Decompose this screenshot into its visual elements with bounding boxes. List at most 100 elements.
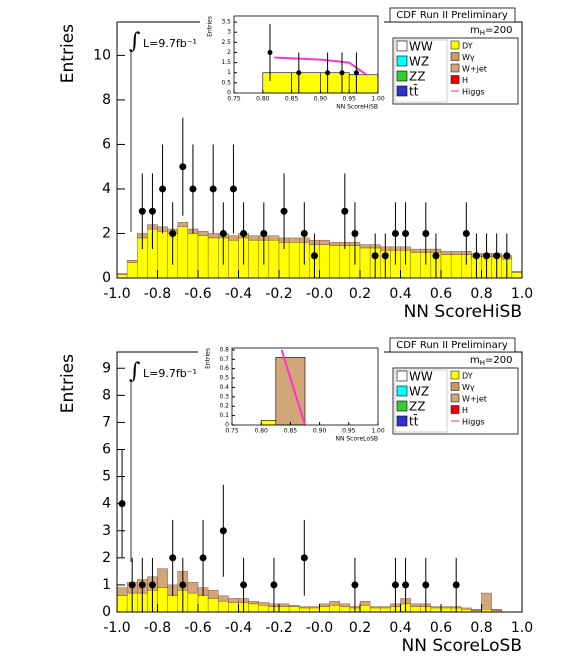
legend-label: W+jet	[462, 65, 487, 74]
x-tick-label: -0.4	[225, 620, 252, 636]
data-point	[209, 185, 217, 193]
data-point	[402, 581, 410, 589]
data-point	[169, 229, 177, 237]
legend-swatch	[450, 63, 460, 73]
y-axis-label: Entries	[58, 24, 78, 83]
mass-label-part: =200	[485, 25, 512, 36]
legend-swatch	[396, 40, 408, 52]
histogram-bar	[440, 607, 452, 613]
histogram-bar	[228, 598, 239, 603]
data-point	[339, 70, 345, 76]
mass-label-part: H	[480, 359, 485, 367]
title-box	[389, 7, 516, 23]
inset-signal-line	[280, 349, 306, 426]
data-point	[462, 229, 470, 237]
y-tick-label: 2	[227, 49, 231, 56]
x-axis-label: NN ScoreLoSB	[402, 636, 522, 656]
inset-frame	[231, 347, 379, 426]
histogram-bar	[410, 252, 421, 279]
data-point	[240, 229, 248, 237]
data-point	[159, 185, 167, 193]
inset-frame	[233, 15, 379, 94]
y-tick-label: 10	[93, 47, 111, 63]
y-tick-label: 0.2	[219, 403, 229, 410]
histogram-bar	[471, 609, 482, 611]
legend-label: Higgs	[462, 418, 485, 427]
data-point	[179, 581, 187, 589]
y-tick-label: 0.5	[219, 375, 229, 382]
data-point	[300, 554, 308, 562]
x-tick-label: 0.95	[343, 96, 357, 103]
x-tick-label: -1.0	[103, 286, 130, 302]
integral-sign: ∫	[129, 359, 141, 384]
histogram-bar	[177, 222, 189, 227]
inset-bar	[320, 72, 350, 94]
histogram-bar	[440, 251, 452, 255]
title: CDF Run II Preliminary	[396, 10, 508, 21]
title: CDF Run II Preliminary	[396, 340, 508, 351]
histogram-bar	[461, 607, 472, 610]
histogram-bar	[207, 590, 219, 599]
y-tick-label: 3	[102, 523, 111, 539]
y-tick-label: 9	[102, 360, 111, 376]
histogram-bar	[329, 242, 340, 246]
x-tick-label: 0.95	[342, 428, 356, 435]
data-point	[422, 581, 430, 589]
histogram-bar	[157, 231, 168, 279]
legend-swatch	[450, 75, 460, 84]
y-tick-label: 0.4	[219, 384, 229, 391]
data-point	[402, 229, 410, 237]
y-tick-label: 0.1	[219, 412, 229, 419]
y-axis-label: Entries	[58, 354, 78, 413]
histogram-bar	[218, 595, 229, 602]
data-point	[240, 581, 248, 589]
histogram-bar	[319, 239, 330, 245]
histogram-bar	[248, 603, 259, 613]
histogram-bar	[410, 248, 421, 253]
mass-label-part: =200	[485, 355, 512, 366]
y-tick-label: 0.5	[221, 79, 231, 86]
inset-bar	[260, 420, 277, 426]
histogram-bar	[369, 606, 381, 609]
y-tick-label: 1	[102, 577, 111, 593]
inset-y-label: Entries	[207, 16, 214, 37]
legend-swatch	[396, 370, 408, 382]
legend-label: H	[462, 76, 468, 85]
data-point	[148, 207, 156, 215]
histogram-bar	[511, 272, 523, 279]
x-tick-label: 1.00	[371, 96, 385, 103]
histogram-bar	[207, 233, 219, 239]
histogram-bar	[430, 606, 442, 609]
mass-label: mH=200	[470, 25, 512, 37]
histogram-bar	[187, 592, 199, 613]
y-tick-label: 1	[227, 69, 231, 76]
data-point	[148, 581, 156, 589]
x-tick-label: -0.0	[306, 620, 333, 636]
histogram-bar	[197, 231, 209, 236]
x-tick-label: 0.2	[349, 286, 371, 302]
data-point	[310, 252, 318, 260]
y-tick-label: 0	[225, 422, 229, 429]
histogram-bar	[288, 242, 300, 279]
histogram-bar	[278, 603, 290, 607]
histogram-bar	[369, 607, 381, 613]
y-tick-label: 4	[102, 496, 111, 512]
y-tick-label: 3.5	[221, 19, 231, 26]
mass-label-part: H	[480, 29, 485, 37]
histogram-bar	[359, 605, 371, 613]
data-point	[229, 185, 237, 193]
histogram-bar	[157, 568, 168, 588]
data-point	[432, 252, 440, 260]
histogram-bar	[167, 595, 178, 613]
data-point	[472, 252, 480, 260]
x-tick-label: -0.2	[265, 620, 292, 636]
histogram-bar	[440, 606, 452, 609]
histogram-bar	[258, 605, 270, 613]
histogram-bar	[207, 598, 219, 613]
inset-bar	[262, 72, 292, 94]
histogram-bar	[450, 251, 462, 255]
data-point	[452, 581, 460, 589]
data-point	[138, 207, 146, 215]
data-point	[260, 229, 268, 237]
legend-label: Wγ	[462, 53, 475, 62]
